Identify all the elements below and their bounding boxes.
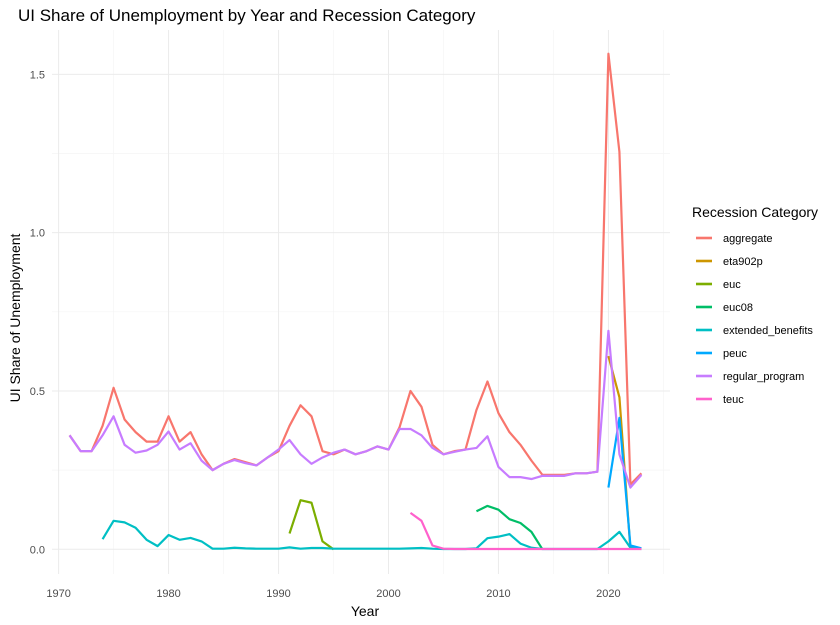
legend-label-teuc: teuc: [723, 394, 744, 406]
series-line-teuc: [409, 511, 642, 551]
legend-label-peuc: peuc: [723, 348, 747, 360]
series-lines: [68, 52, 643, 551]
legend-title: Recession Category: [692, 204, 818, 220]
gridlines: [52, 30, 670, 574]
series-line-extended_benefits: [101, 519, 642, 551]
legend-label-euc08: euc08: [723, 302, 753, 314]
series-line-peuc: [607, 416, 642, 550]
chart-title: UI Share of Unemployment by Year and Rec…: [18, 6, 476, 25]
x-tick-label-3: 2000: [376, 588, 400, 600]
y-tick-label-2: 1.0: [30, 228, 45, 240]
x-tick-label-1: 1980: [156, 588, 180, 600]
y-tick-label-1: 0.5: [30, 386, 45, 398]
legend-label-euc: euc: [723, 279, 741, 291]
x-axis-ticks: 1970 1980 1990 2000 2010 2020: [46, 588, 620, 600]
legend-label-extended_benefits: extended_benefits: [723, 325, 813, 337]
x-tick-label-4: 2010: [486, 588, 510, 600]
series-line-aggregate: [68, 52, 643, 486]
y-axis-title: UI Share of Unemployment: [7, 233, 23, 402]
x-tick-label-2: 1990: [266, 588, 290, 600]
legend-items: aggregate eta902p euc euc08 extended_benefit…: [696, 233, 813, 406]
legend-label-eta902p: eta902p: [723, 256, 763, 268]
legend-label-aggregate: aggregate: [723, 233, 773, 245]
x-axis-title: Year: [351, 603, 380, 619]
x-tick-label-5: 2020: [596, 588, 620, 600]
legend-label-regular_program: regular_program: [723, 371, 804, 383]
series-line-euc08: [475, 504, 544, 550]
legend: Recession Category aggregate eta902p euc eu…: [692, 204, 818, 406]
y-tick-label-3: 1.5: [30, 69, 45, 81]
y-tick-label-0: 0.0: [30, 544, 45, 556]
series-line-regular_program: [68, 329, 643, 489]
y-axis-ticks: 0.0 0.5 1.0 1.5: [30, 69, 45, 556]
x-tick-label-0: 1970: [46, 588, 70, 600]
series-line-euc: [288, 499, 335, 551]
